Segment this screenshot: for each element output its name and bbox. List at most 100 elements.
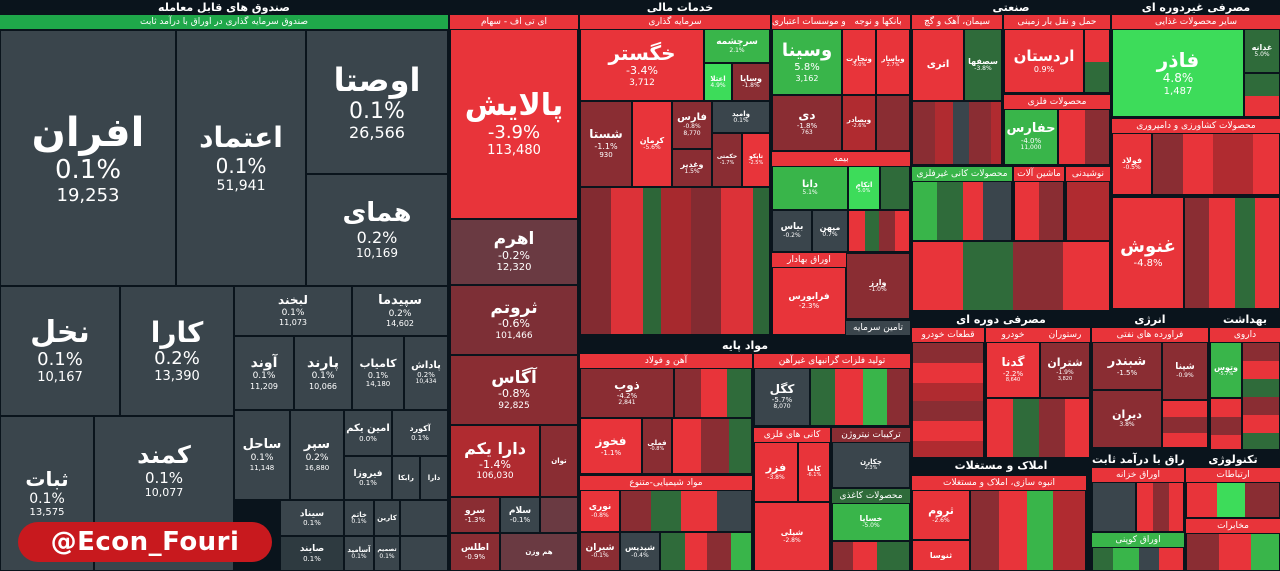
tile-diran[interactable]: وتوس -5.7% — [1210, 342, 1242, 398]
tile-metal-small[interactable] — [1058, 109, 1110, 165]
tile-akord[interactable]: آکورد 0.1% — [392, 410, 448, 456]
tile-transport-small[interactable] — [1084, 29, 1110, 93]
tile-basic-small[interactable] — [832, 541, 910, 571]
tile-fazar[interactable]: حفارس -4.0% 11,000 — [1004, 109, 1058, 165]
tile-tapiko[interactable]: تاپکو -2.5% — [742, 133, 770, 187]
tile-labkhand[interactable]: لبخند 0.1% 11,073 — [234, 286, 352, 336]
tile-steel-small2[interactable] — [672, 418, 752, 474]
tile-sepidma[interactable]: سپیدما 0.2% 14,602 — [352, 286, 448, 336]
tile-vatous[interactable]: ثروم -2.6% — [912, 490, 970, 540]
tile-firouza[interactable]: فیروزا 0.1% — [344, 456, 392, 500]
tile-padash[interactable]: پاداش 0.2% 10,434 — [404, 336, 448, 410]
tile-gadna[interactable]: شتران -1.9% 3,820 — [1040, 342, 1090, 398]
tile-cement-grid[interactable] — [912, 101, 1002, 165]
tile-cable-grid[interactable] — [912, 181, 1012, 241]
tile-kegol[interactable]: فزر -3.8% — [754, 442, 798, 502]
tile-shepna[interactable]: دیران 3.8% — [1092, 390, 1162, 448]
tile-agri-grid[interactable] — [1152, 133, 1280, 195]
tile-agas[interactable]: آگاس -0.8% 92,825 — [450, 355, 578, 425]
tile-vasina[interactable]: وسینا 5.8% 3,162 — [772, 29, 842, 95]
tile-shpdis[interactable]: چکارن 2.3% — [832, 442, 910, 488]
tile-sahel[interactable]: ساحل 0.1% 11,148 — [234, 410, 290, 500]
tile-vbsader[interactable]: وبصادر -2.6% — [842, 95, 876, 151]
tile-etela[interactable]: اعتلا 4.9% — [704, 63, 732, 101]
tile-ardestan[interactable]: سصفها -3.8% — [964, 29, 1002, 101]
tile-mihan[interactable]: میهن 0.7% — [812, 210, 848, 252]
tile-sesfaha[interactable]: اتری — [912, 29, 964, 101]
tile-shiran[interactable]: شپدیس -0.4% — [620, 532, 660, 571]
tile-dara[interactable]: دارا — [420, 456, 448, 500]
tile-energy-small[interactable] — [1162, 400, 1208, 448]
tile-small-fund-2[interactable] — [400, 536, 448, 571]
tile-farabourse[interactable]: فرابورس -2.3% — [772, 267, 846, 335]
tile-vpasar[interactable]: وپاسار 2.7% — [876, 29, 910, 95]
tile-small-fund-1[interactable] — [400, 500, 448, 536]
tile-khatam[interactable]: خاتم 0.1% — [344, 500, 374, 536]
tile-health-grid[interactable] — [1242, 342, 1280, 450]
tile-serom[interactable]: ثنوسا — [912, 540, 970, 571]
tile-tavan[interactable]: توان — [540, 425, 578, 497]
tile-build-grid[interactable] — [970, 490, 1086, 571]
tile-atlas[interactable]: اطلس -0.9% — [450, 533, 500, 571]
tile-hafars[interactable]: اردستان 0.9% — [1004, 29, 1084, 93]
tile-sayand[interactable]: صایند 0.1% — [280, 536, 344, 571]
tile-shili[interactable]: نوری -0.8% — [580, 490, 620, 532]
tile-kerman[interactable]: کرمان -5.6% — [632, 101, 672, 187]
tile-servatam[interactable]: ثروتم -0.6% 101,466 — [450, 285, 578, 355]
tile-aminyekom[interactable]: امین یکم 0.0% — [344, 410, 392, 456]
tile-tech-grid2[interactable] — [1186, 533, 1280, 571]
tile-noori[interactable]: شیران -0.1% — [580, 532, 620, 571]
tile-tech-grid[interactable] — [1186, 482, 1280, 518]
tile-chekaran[interactable]: خساپا -5.0% — [832, 503, 910, 541]
tile-sarcheshme[interactable]: سرچشمه 2.1% — [704, 29, 770, 63]
tile-varz[interactable]: وارز -1.0% — [846, 253, 910, 319]
tile-invest-grid[interactable] — [580, 187, 770, 335]
tile-fazr[interactable]: کاما -6.1% — [798, 442, 830, 502]
tile-homay[interactable]: همای 0.2% 10,169 — [306, 174, 448, 286]
tile-ghadis[interactable]: غنوش -4.8% — [1112, 197, 1184, 309]
tile-dana[interactable]: دانا 5.1% — [772, 166, 848, 210]
tile-fkhooz[interactable]: فملی -0.8% — [642, 418, 672, 474]
tile-akhza[interactable] — [1092, 482, 1136, 532]
tile-separ[interactable]: سپر 0.2% 16,880 — [290, 410, 344, 500]
tile-shatran[interactable]: شبندر -1.5% — [1092, 342, 1162, 390]
tile-avand[interactable]: آوند 0.1% 11,209 — [234, 336, 294, 410]
tile-kamand[interactable]: کمند 0.1% 10,077 — [94, 416, 234, 526]
tile-parand[interactable]: پارند 0.1% 10,066 — [294, 336, 352, 410]
tile-vomid[interactable]: وامید 0.1% — [712, 101, 770, 133]
tile-karin[interactable]: کارین — [374, 500, 400, 536]
tile-chem-grid[interactable] — [620, 490, 752, 532]
tile-vghadir[interactable]: وغدیر 1.5% — [672, 149, 712, 187]
tile-ins-grid[interactable] — [848, 210, 910, 252]
tile-vasaya[interactable]: وسایا -1.8% — [732, 63, 770, 101]
tile-day[interactable]: دی -1.8% 763 — [772, 95, 842, 151]
tile-sarv[interactable]: سرو -1.3% — [450, 497, 500, 533]
tile-small-etf[interactable] — [540, 497, 578, 533]
tile-ghadane[interactable]: فاذر 4.8% 1,487 — [1112, 29, 1244, 117]
tile-afran[interactable]: افران 0.1% 19,253 — [0, 30, 176, 286]
tile-treasury-grid[interactable] — [1136, 482, 1184, 532]
tile-zob[interactable]: فخوز -1.1% — [580, 418, 642, 474]
tile-tasmim[interactable]: تصمیم 0.1% — [374, 536, 400, 571]
tile-khsapa[interactable]: گدنا -2.2% 8,640 — [986, 342, 1040, 398]
tile-bias[interactable]: بیاس -0.2% — [772, 210, 812, 252]
tile-hamvazn[interactable]: هم وزن — [500, 533, 578, 571]
tile-mach-grid[interactable] — [1014, 181, 1064, 241]
tile-govbond-grid[interactable] — [1092, 547, 1184, 571]
tile-auto-parts[interactable] — [912, 342, 984, 458]
tile-shbandar[interactable]: شپنا -0.9% — [1162, 342, 1208, 400]
tile-osta[interactable]: اوصتا 0.1% 26,566 — [306, 30, 448, 174]
tile-steel-small1[interactable] — [674, 368, 752, 418]
tile-hekmati[interactable]: حکمتی -1.7% — [712, 133, 742, 187]
tile-fameli[interactable]: کگل -5.7% 8,070 — [754, 368, 810, 426]
tile-nakhl[interactable]: نخل 0.1% 10,167 — [0, 286, 120, 416]
tile-cyc-grid[interactable] — [986, 398, 1090, 458]
tile-kama[interactable]: شیلی -2.8% — [754, 502, 830, 571]
tile-darayekom[interactable]: دارا یکم -1.4% 106,030 — [450, 425, 540, 497]
tile-asamid[interactable]: آسامید 0.1% — [344, 536, 374, 571]
tile-food-small[interactable] — [1244, 73, 1280, 117]
tile-sugar-grid[interactable] — [1066, 181, 1110, 241]
tile-chem-grid2[interactable] — [660, 532, 752, 571]
tile-ins-small[interactable] — [880, 166, 910, 210]
tile-ghnosh[interactable]: فولاد -0.5% — [1112, 133, 1152, 195]
